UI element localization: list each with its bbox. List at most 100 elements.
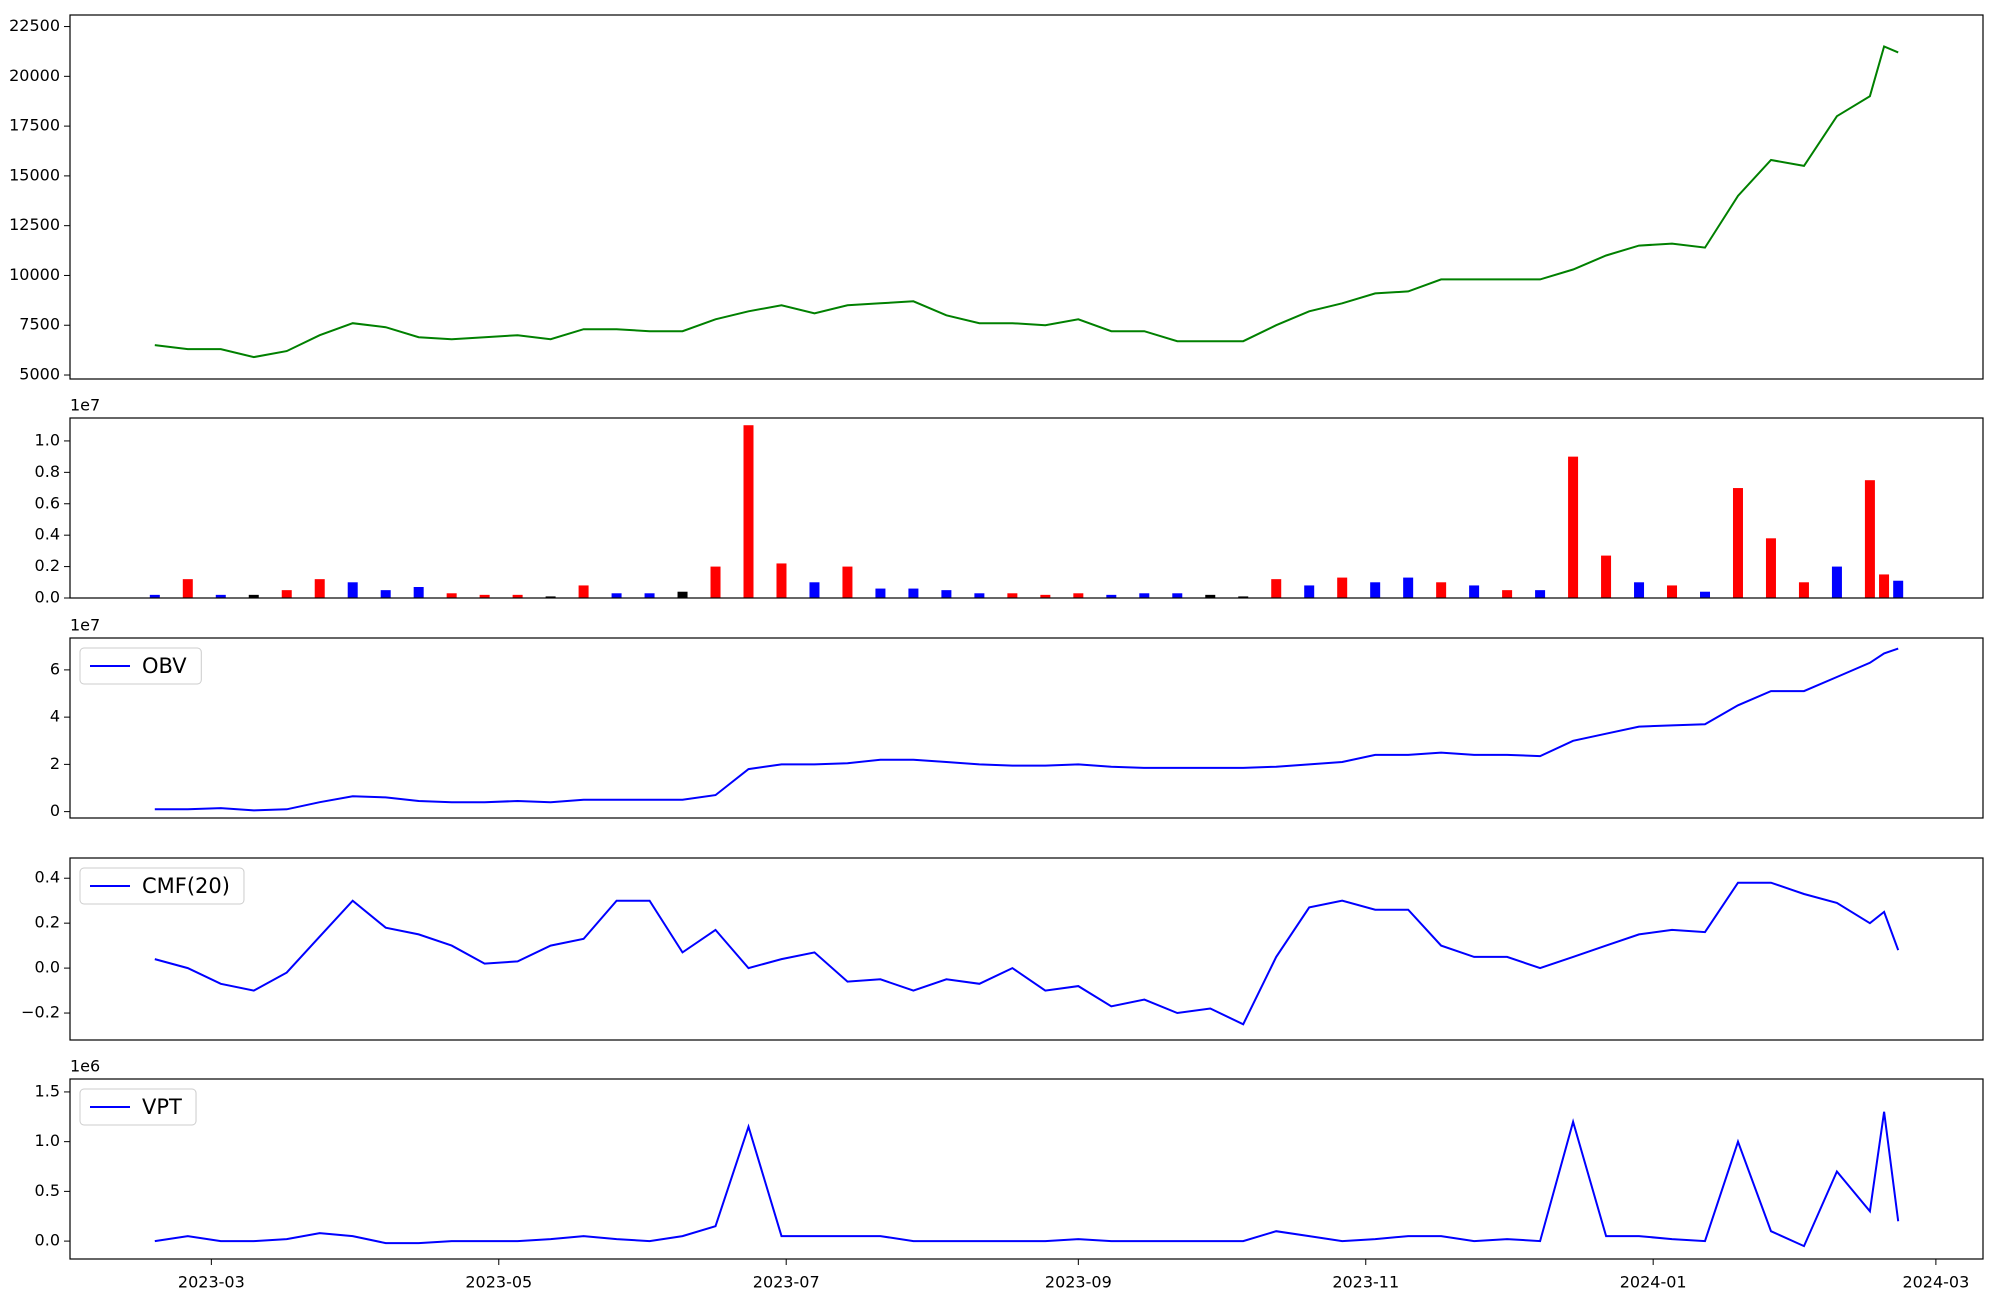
line [154,881,1900,1026]
y-tick-label: 0.5 [35,1181,60,1200]
x-tick-label: 2024-01 [1620,1273,1687,1292]
bar [314,579,325,598]
bar [380,590,391,598]
y-tick-label: 0.4 [35,525,60,544]
legend-label: CMF(20) [142,874,230,898]
legend-box [79,867,245,905]
bar [1007,593,1018,598]
bar [1700,591,1711,598]
y-tick-label: 0.4 [35,868,60,887]
plot-frame [69,417,1984,599]
bar [1403,577,1414,598]
bar [1106,594,1117,598]
y-tick-label: 0.0 [35,1231,60,1250]
legend-box [79,647,202,685]
y-tick-label: 6 [50,659,60,678]
line [154,1111,1900,1248]
plot-frame [69,857,1984,1041]
bar [644,593,655,598]
bar [347,582,358,598]
y-tick-label: 12500 [9,215,60,234]
bar [1535,590,1546,598]
bar [512,594,523,598]
y-tick-label: 0.2 [35,913,60,932]
bar [182,579,193,598]
bar [1502,590,1513,598]
y-tick-label: 10000 [9,265,60,284]
bar [1831,566,1842,598]
line [154,45,1899,359]
line [154,647,1899,812]
y-tick-label: 0.6 [35,493,60,512]
y-tick-label: 0.0 [35,588,60,607]
bar [1040,594,1051,598]
offset-label: 1e7 [70,616,100,635]
bar [1205,594,1216,598]
bar [248,594,259,598]
bar [1893,580,1904,598]
bar [941,590,952,598]
y-tick-label: 7500 [19,315,60,334]
bar [743,425,754,598]
legend-label: OBV [142,654,187,678]
x-tick-label: 2023-05 [465,1273,532,1292]
bar [578,585,589,598]
bar [1238,596,1249,598]
bar [1568,456,1579,598]
y-tick-label: 0.0 [35,958,60,977]
bar [908,588,919,598]
y-tick-label: 15000 [9,165,60,184]
bar [1271,579,1282,598]
bar [809,582,820,598]
bar [1732,488,1743,598]
bar [1879,574,1890,598]
bar [974,593,985,598]
bar [1765,538,1776,598]
bar [1073,593,1084,598]
bar [479,594,490,598]
bar [842,566,853,598]
y-tick-label: 5000 [19,365,60,384]
offset-label: 1e7 [70,396,100,415]
plot-frame [69,14,1984,380]
bar [413,587,424,598]
offset-label: 1e6 [70,1057,100,1076]
bar [1436,582,1447,598]
x-tick-label: 2023-09 [1045,1273,1112,1292]
x-tick-label: 2024-03 [1902,1273,1969,1292]
y-tick-label: 0 [50,801,60,820]
y-tick-label: −0.2 [21,1003,60,1022]
bar [281,590,292,598]
bar [446,593,457,598]
y-tick-label: 17500 [9,116,60,135]
legend-box [79,1088,197,1126]
bar [1634,582,1645,598]
y-tick-label: 1.0 [35,430,60,449]
x-tick-label: 2023-11 [1332,1273,1399,1292]
y-tick-label: 1.0 [35,1131,60,1150]
bar [1139,593,1150,598]
bar [149,594,160,598]
bar [1798,582,1809,598]
bar [776,563,787,598]
plot-frame [69,1078,1984,1260]
bar [710,566,721,598]
bar [215,594,226,598]
bar [1601,555,1612,598]
x-tick-label: 2023-03 [178,1273,245,1292]
bar [1667,585,1678,598]
y-tick-label: 4 [50,707,60,726]
plot-frame [69,637,1984,819]
legend-label: VPT [142,1095,182,1119]
bar [1304,585,1315,598]
y-tick-label: 22500 [9,16,60,35]
y-tick-label: 0.8 [35,462,60,481]
x-tick-label: 2023-07 [753,1273,820,1292]
bar [1337,577,1348,598]
bar [611,593,622,598]
bar [677,591,688,598]
bar [875,588,886,598]
bar [1864,480,1875,598]
y-tick-label: 20000 [9,66,60,85]
